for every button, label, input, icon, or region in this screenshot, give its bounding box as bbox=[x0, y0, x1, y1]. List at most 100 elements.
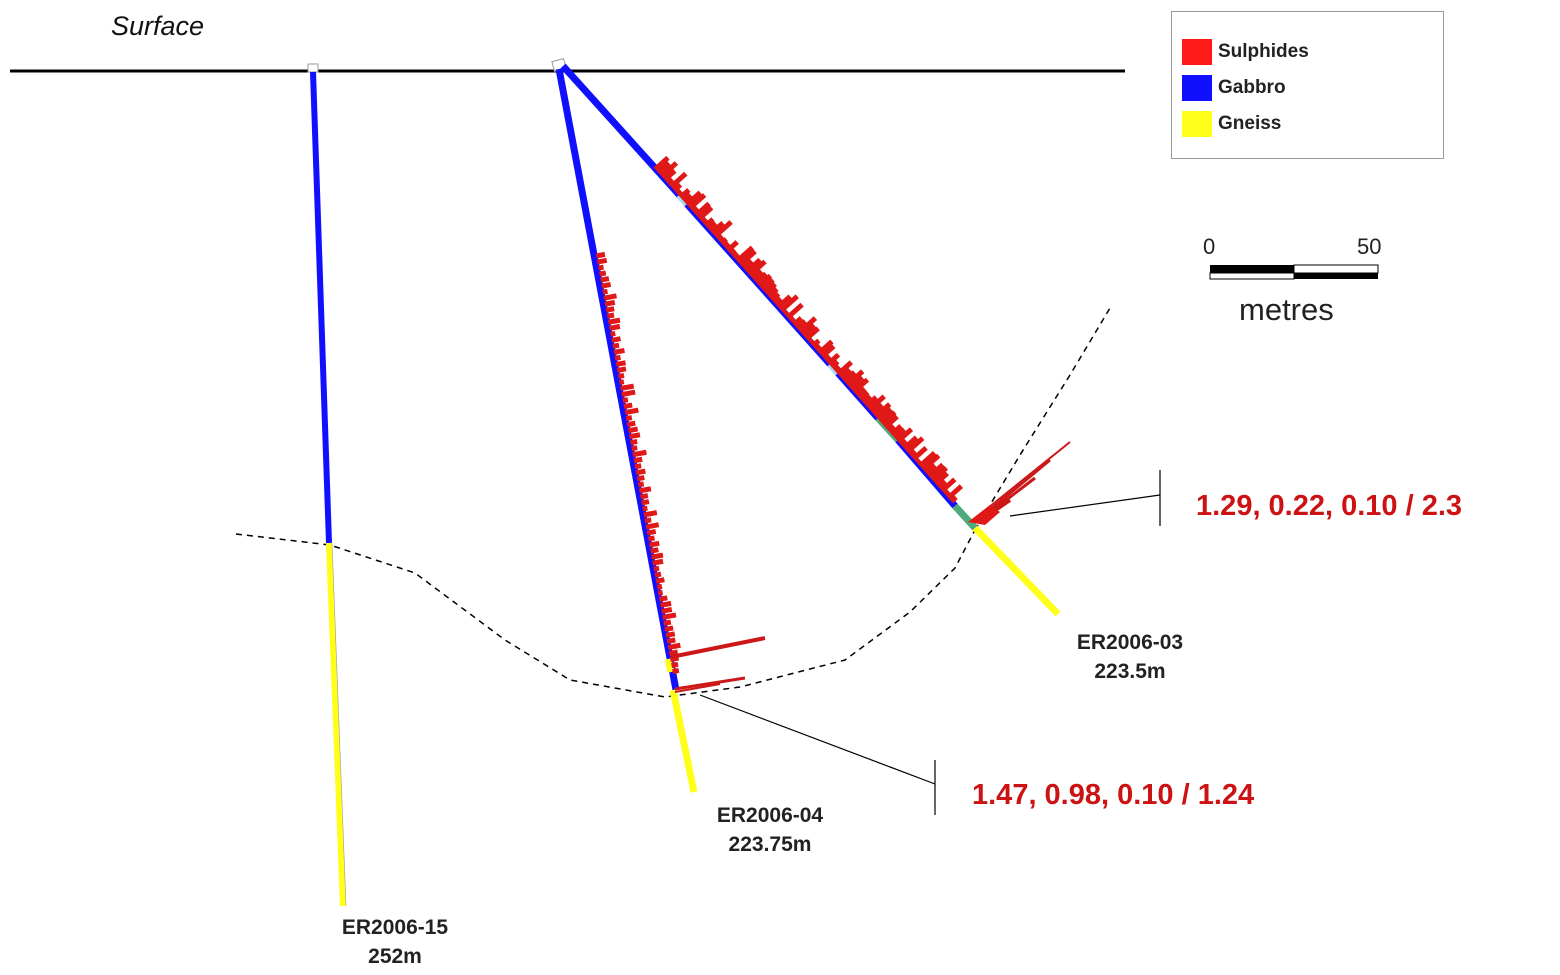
sulphide-tick bbox=[656, 161, 671, 175]
sulphide-tick bbox=[719, 237, 728, 246]
sulphide-tick bbox=[675, 188, 683, 196]
sulphide-tick bbox=[741, 258, 754, 271]
sulphide-tick bbox=[602, 288, 609, 295]
sulphide-tick bbox=[617, 372, 625, 379]
gneiss-edge bbox=[331, 542, 347, 907]
scale-unit-label: metres bbox=[1239, 292, 1334, 327]
scale-bar-segment-open bbox=[1209, 272, 1295, 280]
sulphide-spike bbox=[977, 441, 1071, 517]
sulphide-tick bbox=[754, 271, 768, 285]
sulphide-tick bbox=[615, 360, 627, 367]
sulphide-tick bbox=[667, 642, 681, 650]
leader-line-er2006-04 bbox=[699, 694, 936, 785]
sulphide-tick bbox=[659, 600, 672, 608]
sulphide-tick bbox=[889, 424, 903, 437]
assay-label-er2006-04: 1.47, 0.98, 0.10 / 1.24 bbox=[972, 779, 1255, 811]
sulphide-tick bbox=[664, 625, 674, 632]
legend-label: Gneiss bbox=[1218, 113, 1282, 134]
hole-length: 223.75m bbox=[728, 833, 812, 856]
gneiss-interval bbox=[669, 689, 698, 793]
sulphide-tick bbox=[601, 282, 612, 289]
sulphide-tick bbox=[691, 205, 700, 214]
sulphide-tick bbox=[668, 649, 679, 656]
sulphide-tick bbox=[867, 394, 886, 412]
sulphide-tick bbox=[940, 477, 957, 493]
sulphide-tick bbox=[672, 667, 680, 675]
gabbro-swatch bbox=[1182, 75, 1212, 101]
sulphide-tick bbox=[735, 245, 755, 263]
sulphide-tick bbox=[655, 577, 665, 584]
sulphide-tick bbox=[946, 484, 964, 500]
gabbro-interval bbox=[310, 71, 332, 544]
gneiss-swatch bbox=[1182, 111, 1212, 137]
sulphide-tick bbox=[634, 463, 642, 470]
sulphide-tick bbox=[949, 495, 958, 504]
sulphide-tick bbox=[899, 438, 908, 447]
sulphide-tick bbox=[622, 397, 629, 404]
legend-label: Sulphides bbox=[1218, 41, 1309, 62]
sulphide-tick bbox=[662, 168, 677, 182]
sulphide-tick bbox=[864, 395, 878, 408]
sulphide-tick bbox=[669, 655, 680, 662]
sulphide-tick bbox=[710, 221, 725, 235]
sulphide-tick bbox=[614, 354, 621, 361]
sulphide-tick bbox=[905, 436, 925, 454]
hole-label-er2006-15: ER2006-15 252m bbox=[320, 913, 470, 971]
sulphide-tick bbox=[874, 402, 892, 419]
sulphide-tick bbox=[811, 338, 821, 348]
sulphide-tick bbox=[666, 177, 675, 186]
sulphide-tick bbox=[685, 190, 702, 207]
sulphide-tick bbox=[633, 456, 643, 464]
sulphide-tick bbox=[694, 201, 711, 218]
sulphide-tick bbox=[817, 339, 834, 355]
sulphide-tick bbox=[600, 276, 610, 283]
contact-line-west bbox=[235, 529, 976, 698]
hole-id: ER2006-15 bbox=[341, 916, 449, 939]
sulphide-spike bbox=[674, 676, 746, 691]
drillhole-er2006-15 bbox=[310, 71, 347, 907]
sulphide-tick bbox=[776, 294, 792, 309]
collar-er2006-15 bbox=[307, 63, 319, 73]
sulphide-tick bbox=[597, 264, 604, 271]
sulphide-tick bbox=[626, 420, 636, 428]
sulphide-tick bbox=[804, 326, 820, 341]
sulphide-tick bbox=[642, 505, 648, 512]
sulphide-tick bbox=[908, 449, 917, 458]
legend-item-gneiss: Gneiss bbox=[1182, 111, 1281, 137]
scale-min-label: 0 bbox=[1203, 234, 1216, 259]
sulphide-tick bbox=[663, 619, 672, 626]
sulphide-tick bbox=[657, 590, 664, 596]
sulphide-tick bbox=[861, 394, 872, 405]
sulphide-tick bbox=[798, 316, 818, 334]
sulphide-tick bbox=[729, 248, 737, 256]
sulphide-tick bbox=[671, 661, 679, 669]
sulphide-tick bbox=[713, 220, 733, 239]
sulphide-tick bbox=[921, 453, 941, 472]
gneiss-short bbox=[664, 658, 675, 673]
sulphide-tick bbox=[927, 462, 945, 479]
sulphide-tick bbox=[880, 410, 897, 426]
sulphide-tick bbox=[722, 241, 731, 249]
sulphide-tick bbox=[640, 493, 649, 500]
scale-bar-segment-filled bbox=[1294, 273, 1378, 279]
contact-line-east bbox=[974, 307, 1111, 531]
sulphide-tick bbox=[751, 269, 764, 281]
sulphide-tick bbox=[654, 571, 662, 578]
sulphide-tick bbox=[842, 370, 857, 384]
sulphide-tick bbox=[766, 287, 779, 299]
sulphide-tick bbox=[621, 389, 636, 397]
sulphide-tick bbox=[607, 317, 621, 325]
sulphide-tick bbox=[645, 522, 660, 530]
legend-label: Gabbro bbox=[1218, 77, 1286, 98]
sulphide-tick bbox=[599, 270, 607, 277]
hole-label-er2006-03: ER2006-03 223.5m bbox=[1055, 628, 1205, 686]
sulphide-tick bbox=[789, 316, 796, 324]
gneiss-interval bbox=[972, 525, 1061, 617]
hole-id: ER2006-03 bbox=[1076, 631, 1184, 654]
sulphide-tick bbox=[628, 432, 641, 440]
sulphide-tick bbox=[656, 583, 663, 590]
sulphide-tick bbox=[648, 540, 660, 548]
scale-bar-segment-open bbox=[1293, 264, 1379, 274]
sulphide-tick bbox=[678, 188, 691, 200]
